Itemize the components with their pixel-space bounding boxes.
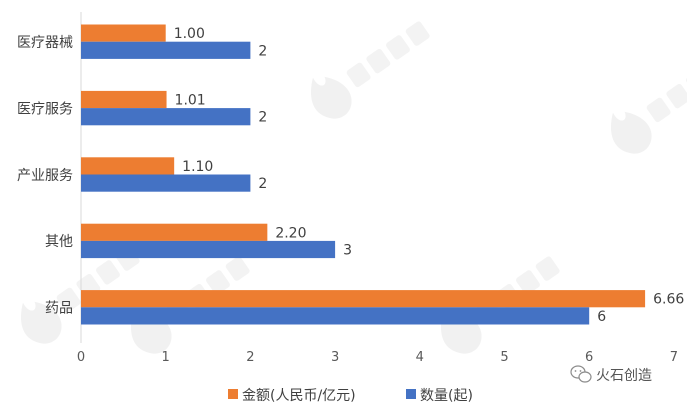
data-label: 2.20 <box>275 225 306 241</box>
bar-count <box>81 41 251 59</box>
bar-amount <box>81 223 268 241</box>
bar-count <box>81 240 336 259</box>
data-label: 3 <box>343 243 352 259</box>
data-label: 2 <box>258 176 267 192</box>
category-label: 药品 <box>45 301 73 317</box>
bar-count <box>81 174 251 192</box>
bar-count <box>81 307 590 325</box>
brand-watermark: 火石创造 <box>570 365 652 384</box>
x-tick-label: 5 <box>500 350 508 365</box>
x-tick-label: 1 <box>162 350 170 365</box>
watermark-logo-icon <box>610 70 687 154</box>
bar-amount <box>81 157 175 175</box>
bar-amount <box>81 90 167 109</box>
x-tick-label: 6 <box>585 350 593 365</box>
bar-count <box>81 108 251 126</box>
watermark-logo-icon <box>310 21 430 119</box>
x-tick-label: 0 <box>77 350 85 365</box>
data-label: 1.01 <box>175 93 206 109</box>
bar-amount <box>81 24 166 42</box>
category-label: 医疗器械 <box>17 35 73 51</box>
x-tick-label: 2 <box>246 350 254 365</box>
x-tick-label: 3 <box>331 350 339 365</box>
x-tick-label: 7 <box>670 350 678 365</box>
wechat-icon <box>570 365 592 383</box>
legend: 金额(人民币/亿元) 数量(起) <box>228 388 473 404</box>
brand-text: 火石创造 <box>596 368 652 384</box>
data-label: 2 <box>258 43 267 59</box>
legend-swatch <box>406 389 416 399</box>
data-label: 1.00 <box>174 26 205 42</box>
legend-swatch <box>228 389 238 399</box>
category-label: 医疗服务 <box>17 101 73 117</box>
category-label: 其他 <box>45 234 73 250</box>
legend-label: 金额(人民币/亿元) <box>242 388 356 404</box>
data-label: 6 <box>597 309 606 325</box>
data-label: 1.10 <box>182 159 213 175</box>
x-tick-label: 4 <box>416 350 424 365</box>
legend-label: 数量(起) <box>420 388 473 404</box>
category-label: 产业服务 <box>17 168 73 184</box>
data-label: 6.66 <box>653 292 684 308</box>
data-label: 2 <box>258 110 267 126</box>
bar-amount <box>81 290 646 308</box>
